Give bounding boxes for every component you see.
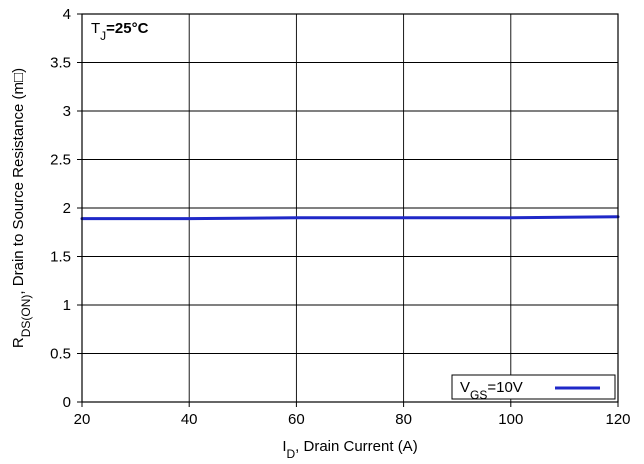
grid-lines [81,13,619,403]
plot-series [80,215,620,221]
axes [77,13,619,407]
legend-label-sub: GS [470,388,487,402]
x-axis-label-main: I [282,438,286,455]
x-axis-label: ID, Drain Current (A) [282,438,417,461]
y-tick-label-3.5: 3.5 [50,55,71,72]
y-tick-label-2: 2 [63,200,71,217]
series-point-40 [188,218,190,220]
temperature-annotation-rest: =25°C [106,20,148,37]
y-tick-label-0: 0 [63,394,71,411]
y-tick-label-4: 4 [63,6,71,23]
series-point-80 [403,217,405,219]
y-tick-label-1.5: 1.5 [50,249,71,266]
temperature-annotation-main: T [91,20,100,37]
x-tick-label-100: 100 [498,411,523,428]
x-axis-label-sub: D [286,447,295,461]
legend: VGS=10V [451,374,616,402]
x-tick-label-20: 20 [74,411,91,428]
x-tick-label-120: 120 [605,411,630,428]
y-axis-label-main: R [10,337,27,348]
y-axis-label-rest: , Drain to Source Resistance (m□) [10,68,27,295]
series-point-60 [296,217,298,219]
series-line-vgs-10v [80,215,620,221]
temperature-annotation: TJ=25°C [91,20,149,43]
legend-label-rest: =10V [487,379,522,396]
temperature-annotation-sub: J [100,29,106,43]
y-axis-label-sub: DS(ON) [19,295,33,338]
x-tick-label-40: 40 [181,411,198,428]
y-tick-label-1: 1 [63,297,71,314]
y-tick-label-0.5: 0.5 [50,346,71,363]
y-tick-label-3: 3 [63,103,71,120]
legend-label: VGS=10V [460,379,523,402]
series-point-100 [510,217,512,219]
legend-label-main: V [460,379,470,396]
x-axis-label-rest: , Drain Current (A) [295,438,418,455]
y-tick-label-2.5: 2.5 [50,152,71,169]
y-axis-label: RDS(ON), Drain to Source Resistance (m□) [10,68,33,348]
x-tick-label-60: 60 [288,411,305,428]
x-tick-label-80: 80 [395,411,412,428]
